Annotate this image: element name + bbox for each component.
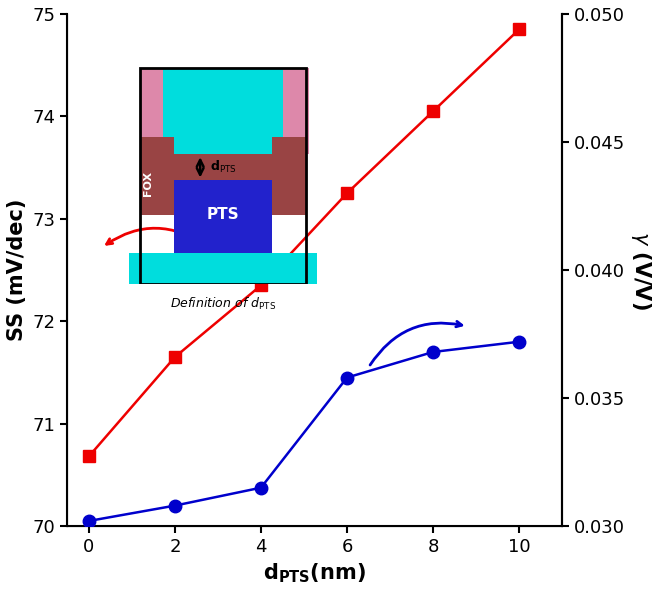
Bar — [129, 253, 317, 284]
Y-axis label: SS (mV/dec): SS (mV/dec) — [7, 199, 27, 341]
Bar — [174, 155, 272, 181]
Text: Definition of d$_{\mathrm{PTS}}$: Definition of d$_{\mathrm{PTS}}$ — [170, 296, 276, 312]
Bar — [174, 155, 272, 166]
Text: PTS: PTS — [207, 207, 239, 223]
Bar — [174, 166, 272, 253]
Bar — [162, 68, 283, 155]
Bar — [162, 68, 283, 155]
Text: d$_{\mathrm{PTS}}$: d$_{\mathrm{PTS}}$ — [210, 159, 236, 175]
Bar — [140, 68, 310, 155]
Y-axis label: $\gamma$ (V/V): $\gamma$ (V/V) — [629, 231, 653, 310]
Bar — [140, 68, 306, 284]
Bar — [140, 137, 174, 215]
Text: FOX: FOX — [143, 171, 152, 197]
X-axis label: d$_{\mathbf{PTS}}$(nm): d$_{\mathbf{PTS}}$(nm) — [263, 561, 366, 585]
Bar — [272, 137, 306, 215]
